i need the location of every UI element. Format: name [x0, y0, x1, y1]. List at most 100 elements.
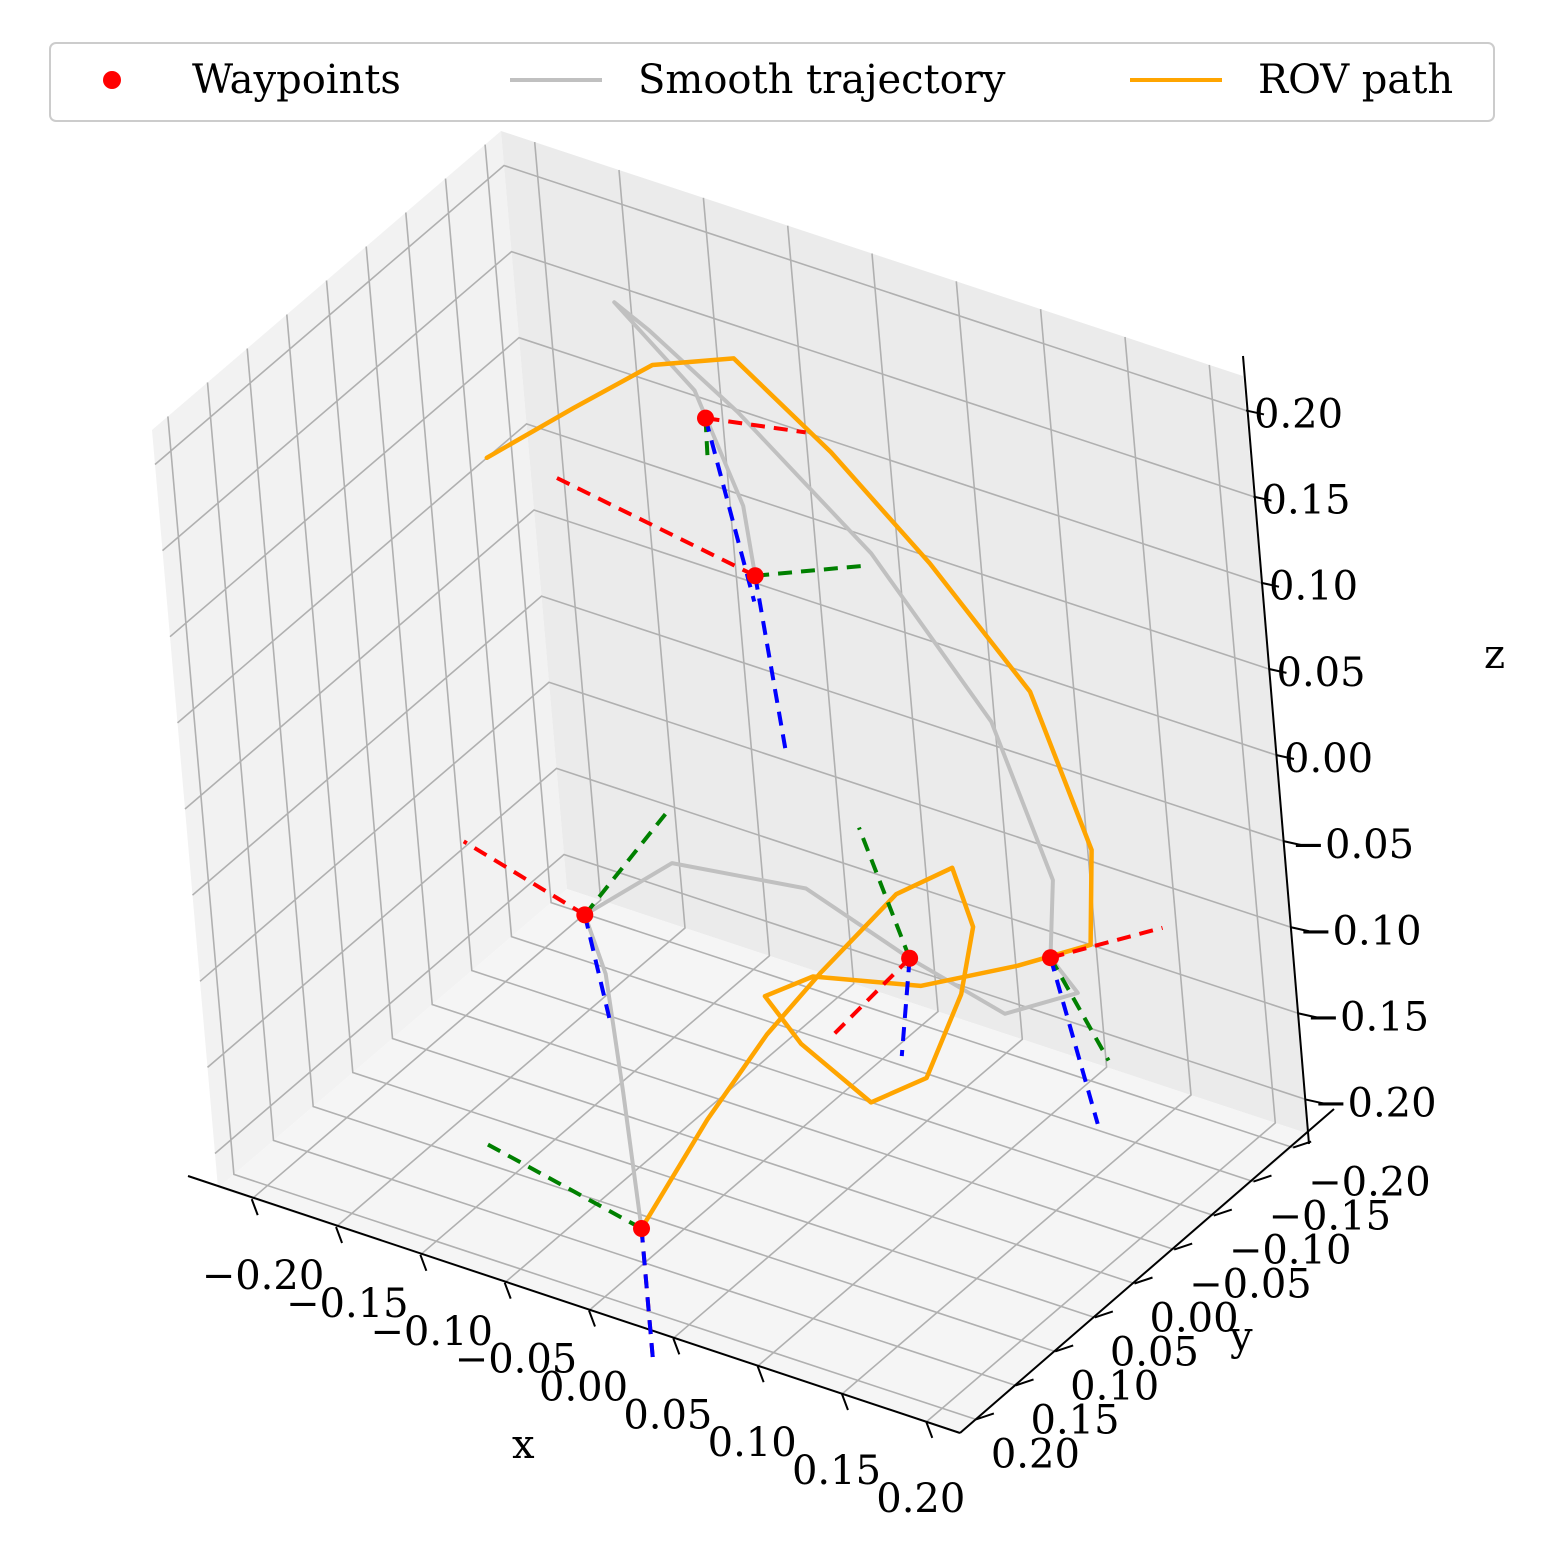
- waypoint-markers: [576, 409, 1059, 1237]
- y-tick: [1054, 1344, 1074, 1353]
- grid-line-x: [419, 197, 771, 1256]
- y-tick-label: 0.00: [1150, 1296, 1239, 1342]
- x-tick-label: 0.20: [876, 1476, 965, 1522]
- waypoint-marker: [633, 1219, 651, 1237]
- grid-line-y: [484, 144, 1294, 1149]
- waypoint-marker: [1041, 949, 1059, 967]
- y-tick: [1015, 1378, 1034, 1387]
- frame-x-axis: [705, 416, 806, 435]
- grid-line-y: [167, 416, 977, 1421]
- grid-line-z: [184, 509, 1277, 810]
- z-tick-label: −0.20: [1314, 1081, 1437, 1127]
- frame-z-axis: [753, 575, 789, 756]
- x-tick-label: −0.05: [455, 1337, 578, 1383]
- frame-y-axis: [857, 826, 912, 959]
- axis-lines: [187, 355, 1335, 1434]
- z-tick: [1298, 1012, 1317, 1019]
- y-tick-label: 0.20: [991, 1431, 1080, 1477]
- frame-z-axis: [703, 417, 757, 603]
- y-tick-label: −0.15: [1268, 1194, 1391, 1240]
- x-tick-label: 0.15: [792, 1448, 881, 1494]
- z-tick-label: −0.10: [1299, 908, 1422, 954]
- legend-waypoints-label: Waypoints: [192, 57, 401, 103]
- x-tick: [925, 1421, 934, 1439]
- grid-line-y: [325, 280, 1135, 1285]
- x-tick-label: −0.15: [286, 1281, 409, 1327]
- grid-line-x: [251, 142, 602, 1200]
- grid-line-y: [246, 348, 1056, 1353]
- grid-line-x: [672, 281, 1024, 1339]
- z-tick-label: 0.05: [1277, 650, 1366, 696]
- z-tick-label: −0.05: [1292, 822, 1415, 868]
- grid-lines: [154, 142, 1307, 1423]
- grid-line-y: [206, 382, 1016, 1387]
- y-tick: [1253, 1174, 1272, 1183]
- waypoint-frames: [462, 416, 1164, 1358]
- x-tick-label: −0.20: [202, 1253, 325, 1299]
- x-tick: [503, 1282, 512, 1300]
- frame-y-axis: [485, 1142, 643, 1231]
- tick-labels: −0.20−0.20−0.20−0.15−0.15−0.15−0.10−0.10…: [202, 391, 1437, 1521]
- frame-y-axis: [1048, 956, 1111, 1062]
- y-tick-label: 0.15: [1031, 1397, 1120, 1443]
- x-axis-line: [187, 1175, 961, 1434]
- x-tick: [756, 1365, 765, 1383]
- x-tick: [419, 1254, 428, 1272]
- frame-y-axis: [754, 563, 862, 578]
- z-tick-label: −0.15: [1307, 994, 1430, 1040]
- grid-line-z: [169, 336, 1262, 638]
- waypoint-marker: [576, 906, 594, 924]
- grid-line-x: [841, 336, 1192, 1395]
- grid-line-y: [365, 246, 1175, 1251]
- x-tick: [841, 1393, 849, 1411]
- y-tick-label: −0.10: [1229, 1228, 1352, 1274]
- y-tick: [1134, 1276, 1153, 1285]
- grid-line-y: [286, 314, 1096, 1319]
- legend-box: [49, 42, 1495, 122]
- grid-line-y: [405, 212, 1215, 1217]
- z-tick-label: 0.15: [1262, 478, 1351, 524]
- grid-line-x: [757, 309, 1108, 1367]
- grid-line-z: [154, 164, 1247, 466]
- y-axis-line: [959, 1108, 1335, 1434]
- grid-line-z: [161, 250, 1254, 552]
- z-tick: [1268, 667, 1287, 674]
- z-tick: [1253, 495, 1272, 502]
- x-tick-label: 0.10: [708, 1420, 797, 1466]
- y-tick: [1094, 1310, 1114, 1319]
- grid-line-x: [504, 225, 855, 1284]
- frame-x-axis: [1049, 925, 1164, 960]
- x-axis-label: x: [512, 1422, 535, 1468]
- y-tick: [1213, 1208, 1233, 1217]
- y-tick: [975, 1412, 995, 1421]
- y-tick-label: 0.05: [1110, 1329, 1199, 1375]
- rov-path-line: [484, 356, 1094, 1231]
- grid-line-x: [335, 169, 686, 1228]
- frame-z-axis: [1048, 957, 1100, 1125]
- z-tick: [1260, 581, 1280, 588]
- z-axis-line: [1242, 355, 1310, 1145]
- frame-x-axis: [548, 472, 757, 578]
- y-tick-label: −0.05: [1189, 1262, 1312, 1308]
- grid-line-z: [214, 853, 1307, 1155]
- y-tick: [1173, 1242, 1193, 1251]
- x-tick: [335, 1226, 343, 1244]
- y-axis-label: y: [1229, 1314, 1253, 1360]
- x-tick: [250, 1198, 259, 1216]
- legend-rov-path-label: ROV path: [1258, 57, 1453, 103]
- x-tick: [672, 1337, 681, 1355]
- legend-smooth-trajectory-label: Smooth trajectory: [638, 57, 1006, 103]
- z-tick: [1290, 926, 1310, 933]
- frame-x-axis: [832, 956, 912, 1036]
- y-tick-label: −0.20: [1308, 1160, 1431, 1206]
- legend-waypoints-marker: [103, 71, 121, 89]
- z-tick: [1305, 1098, 1325, 1105]
- grid-line-x: [588, 253, 939, 1312]
- z-axis-label: z: [1484, 632, 1505, 678]
- z-tick: [1245, 409, 1265, 416]
- x-tick-label: 0.05: [623, 1392, 712, 1438]
- z-tick-label: 0.10: [1269, 564, 1358, 610]
- waypoint-marker: [746, 567, 764, 585]
- z-tick: [1283, 840, 1302, 847]
